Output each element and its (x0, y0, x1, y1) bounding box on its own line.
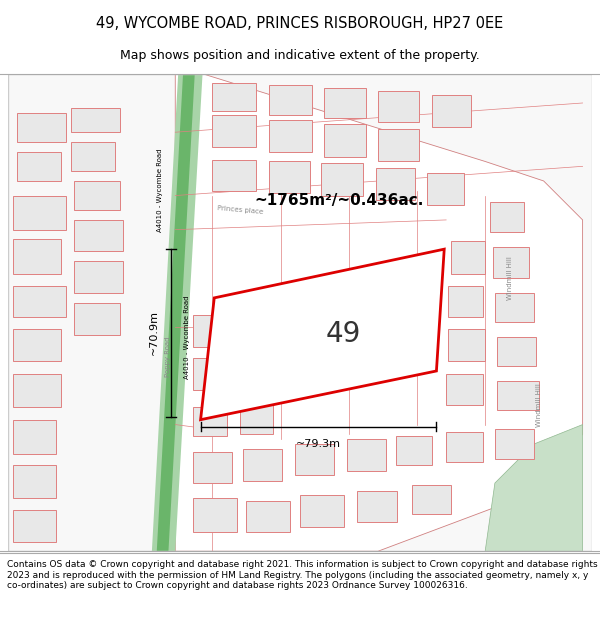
Polygon shape (200, 249, 444, 420)
Polygon shape (17, 152, 61, 181)
Polygon shape (497, 337, 536, 366)
Polygon shape (495, 293, 534, 322)
Polygon shape (378, 129, 419, 161)
Polygon shape (193, 316, 224, 347)
Polygon shape (17, 112, 66, 142)
Polygon shape (356, 491, 397, 522)
Polygon shape (74, 302, 120, 335)
Polygon shape (431, 95, 470, 128)
Polygon shape (451, 241, 485, 274)
Polygon shape (295, 444, 334, 475)
Polygon shape (13, 511, 56, 541)
Polygon shape (325, 124, 366, 157)
Polygon shape (378, 91, 419, 123)
Polygon shape (13, 196, 66, 229)
Polygon shape (448, 329, 485, 361)
Polygon shape (485, 424, 583, 551)
Text: 49: 49 (326, 321, 361, 348)
Polygon shape (493, 248, 529, 278)
Polygon shape (495, 429, 534, 459)
Polygon shape (74, 181, 120, 210)
Polygon shape (446, 374, 483, 405)
Polygon shape (13, 239, 61, 274)
Polygon shape (376, 168, 415, 201)
Polygon shape (13, 286, 66, 318)
Polygon shape (300, 495, 344, 527)
Polygon shape (395, 436, 431, 466)
Polygon shape (325, 88, 366, 118)
Text: ~70.9m: ~70.9m (149, 311, 159, 356)
Polygon shape (13, 420, 56, 454)
Polygon shape (175, 74, 583, 551)
Polygon shape (269, 86, 311, 114)
Polygon shape (247, 501, 290, 532)
Polygon shape (269, 119, 311, 152)
Text: 49, WYCOMBE ROAD, PRINCES RISBOROUGH, HP27 0EE: 49, WYCOMBE ROAD, PRINCES RISBOROUGH, HP… (97, 16, 503, 31)
Polygon shape (347, 439, 386, 471)
Polygon shape (212, 84, 256, 111)
Text: A4010 - Wycombe Road: A4010 - Wycombe Road (157, 149, 163, 232)
Polygon shape (71, 108, 120, 132)
Text: Windmill Hill: Windmill Hill (506, 256, 512, 301)
Polygon shape (269, 161, 310, 192)
Polygon shape (193, 358, 227, 391)
Polygon shape (490, 202, 524, 232)
Text: Contains OS data © Crown copyright and database right 2021. This information is : Contains OS data © Crown copyright and d… (7, 560, 598, 590)
Text: ~79.3m: ~79.3m (296, 439, 341, 449)
Polygon shape (13, 329, 61, 361)
Text: Windmill Hill: Windmill Hill (536, 383, 542, 427)
Polygon shape (412, 485, 451, 514)
Polygon shape (71, 142, 115, 171)
Polygon shape (212, 114, 256, 147)
Polygon shape (193, 407, 227, 436)
Text: Poppy Road: Poppy Road (166, 336, 172, 377)
Text: A4010 - Wycombe Road: A4010 - Wycombe Road (184, 295, 190, 379)
Polygon shape (13, 374, 61, 407)
Polygon shape (74, 220, 122, 251)
Polygon shape (193, 452, 232, 483)
Polygon shape (152, 74, 203, 551)
Polygon shape (446, 432, 483, 462)
Polygon shape (157, 74, 195, 551)
Polygon shape (497, 381, 539, 410)
Polygon shape (13, 466, 56, 498)
Polygon shape (239, 405, 273, 434)
Polygon shape (193, 498, 236, 532)
Polygon shape (244, 449, 283, 481)
Polygon shape (212, 159, 256, 191)
Text: Princes place: Princes place (217, 205, 263, 215)
Polygon shape (322, 163, 364, 196)
Text: ~1765m²/~0.436ac.: ~1765m²/~0.436ac. (254, 193, 424, 208)
Polygon shape (427, 173, 464, 205)
Polygon shape (448, 286, 483, 318)
Text: Map shows position and indicative extent of the property.: Map shows position and indicative extent… (120, 49, 480, 62)
Polygon shape (74, 261, 122, 293)
